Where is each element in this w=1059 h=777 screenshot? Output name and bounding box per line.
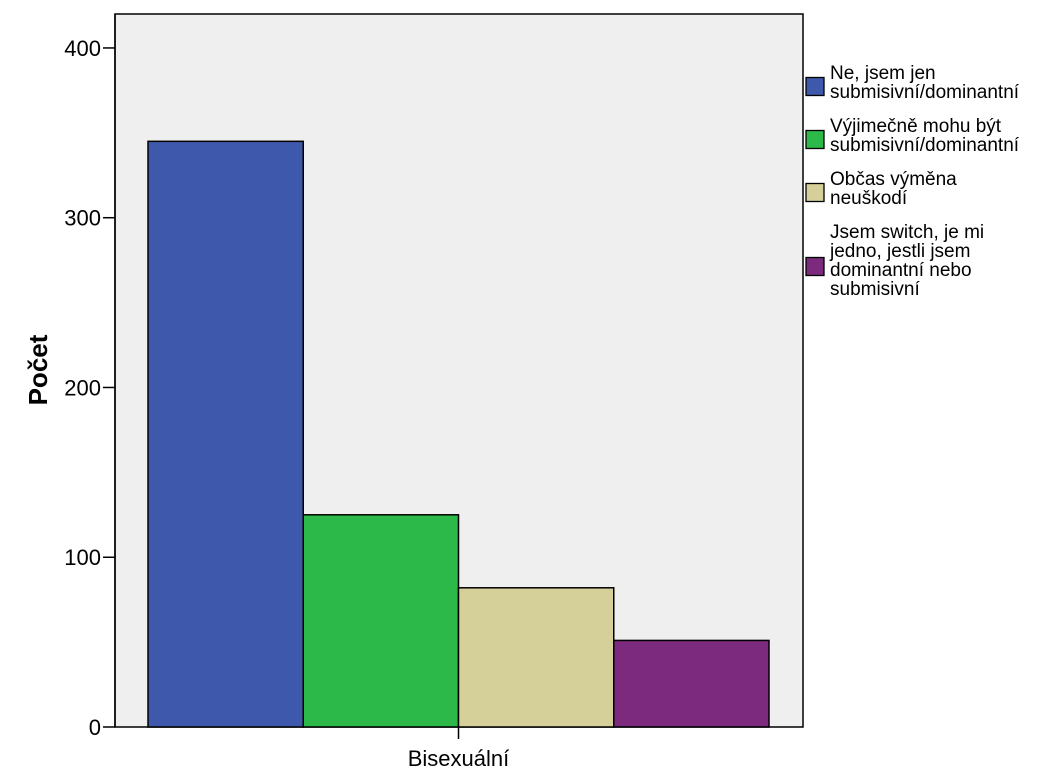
bar [613,639,770,728]
legend-label: neuškodí [830,188,908,209]
legend-label: Ne, jsem jen [830,63,936,84]
y-tick-label: 0 [89,715,101,740]
bar [457,587,615,728]
legend-swatch [805,256,825,277]
legend-label: Občas výměna [830,169,957,190]
x-axis: Bisexuální [408,727,510,771]
legend-label: dominantní nebo [830,260,972,281]
bar [302,514,460,728]
legend-swatch [805,182,825,203]
legend-swatch [805,76,825,97]
bars-group [147,140,770,728]
bar [147,140,304,728]
legend-label: Jsem switch, je mi [830,222,984,243]
y-axis-title: Počet [23,334,53,405]
legend-label: Výjimečně mohu být [830,116,1002,137]
legend-label: submisivní/dominantní [830,82,1020,103]
y-tick-label: 400 [64,36,101,61]
y-tick-label: 300 [64,206,101,231]
legend-swatch [805,129,825,150]
legend-label: submisivní [830,279,920,300]
legend-label: jedno, jestli jsem [829,241,970,262]
y-tick-label: 100 [64,545,101,570]
legend-label: submisivní/dominantní [830,135,1020,156]
legend: Ne, jsem jensubmisivní/dominantníVýjimeč… [805,63,1020,300]
y-tick-label: 200 [64,375,101,400]
x-category-label: Bisexuální [408,746,510,771]
y-axis: 0 100 200 300 400 [64,14,116,740]
